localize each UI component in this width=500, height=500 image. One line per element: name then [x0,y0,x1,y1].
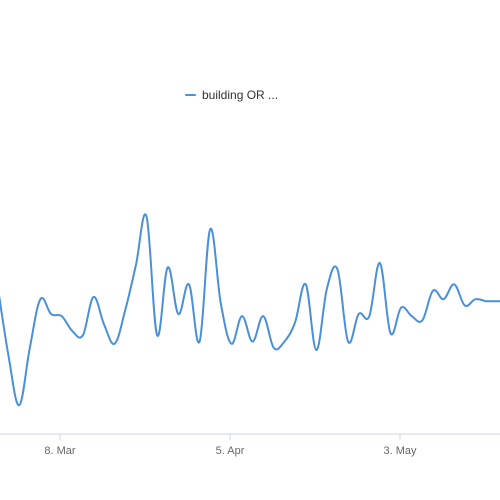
x-axis-ticks [59,434,401,440]
x-axis-labels: 8. Mar 5. Apr 3. May [44,445,417,457]
x-tick-label: 5. Apr [216,445,245,457]
legend-swatch [185,94,196,96]
x-tick-label: 8. Mar [44,445,76,457]
series-line[interactable] [0,213,500,407]
legend[interactable]: building OR ... [185,88,278,102]
legend-label: building OR ... [202,88,279,102]
x-tick-label: 3. May [383,445,417,457]
